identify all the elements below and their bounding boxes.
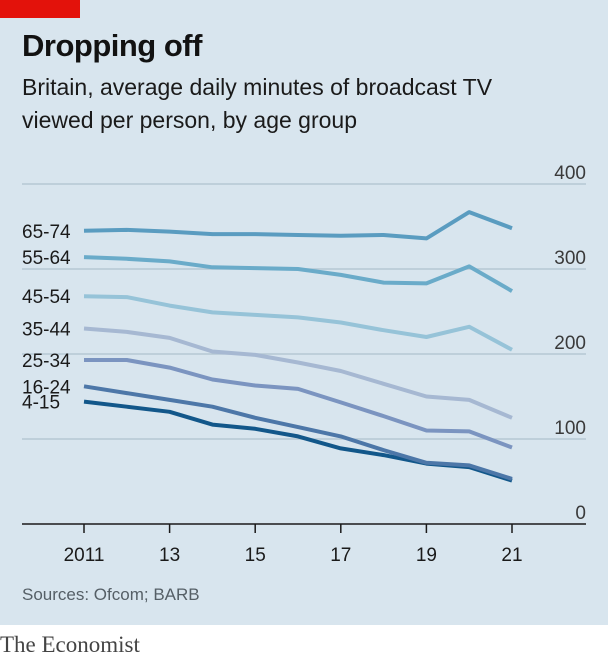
series-lines xyxy=(83,210,513,483)
series-label-25-34: 25-34 xyxy=(22,351,71,372)
series-line-16-24 xyxy=(83,384,513,481)
chart-title: Dropping off xyxy=(22,28,202,63)
series-line-45-54 xyxy=(83,294,513,352)
x-tick-label-13: 13 xyxy=(159,545,180,566)
x-tick-label-15: 15 xyxy=(245,545,266,566)
y-tick-label-200: 200 xyxy=(554,333,586,354)
series-line-55-64 xyxy=(83,255,513,293)
y-tick-label-100: 100 xyxy=(554,418,586,439)
series-label-16-24: 16-24 xyxy=(22,377,71,398)
series-line-4-15 xyxy=(83,399,513,483)
axes: 0 100 200 300 400 2011 13 15 17 19 21 xyxy=(22,163,586,566)
series-label-45-54: 45-54 xyxy=(22,287,71,308)
series-line-65-74 xyxy=(83,210,513,241)
brand-red-tag xyxy=(0,0,80,18)
series-label-4-15: 4-15 xyxy=(22,393,60,414)
series-labels: 65-74 55-64 45-54 35-44 25-34 16-244-15 xyxy=(22,222,71,414)
source-note: Sources: Ofcom; BARB xyxy=(22,585,200,604)
y-tick-label-400: 400 xyxy=(554,163,586,184)
series-line-25-34 xyxy=(84,358,513,450)
chart-subtitle-line-2: viewed per person, by age group xyxy=(22,107,357,133)
chart-panel: Dropping off Britain, average daily minu… xyxy=(0,0,608,625)
x-tick-label-17: 17 xyxy=(330,545,351,566)
series-label-55-64: 55-64 xyxy=(22,248,71,269)
chart-subtitle-line-1: Britain, average daily minutes of broadc… xyxy=(22,74,493,100)
economist-wordmark: The Economist xyxy=(0,632,140,657)
x-tick-label-21: 21 xyxy=(501,545,522,566)
y-tick-label-0: 0 xyxy=(575,503,586,524)
x-tick-label-19: 19 xyxy=(416,545,437,566)
series-line-35-44 xyxy=(83,326,513,420)
y-tick-label-300: 300 xyxy=(554,248,586,269)
x-tick-label-2011: 2011 xyxy=(64,545,105,566)
series-label-65-74: 65-74 xyxy=(22,222,71,243)
line-chart: 65-74 55-64 45-54 35-44 25-34 16-244-15 0 100 2… xyxy=(22,163,586,566)
series-label-35-44: 35-44 xyxy=(22,320,71,341)
